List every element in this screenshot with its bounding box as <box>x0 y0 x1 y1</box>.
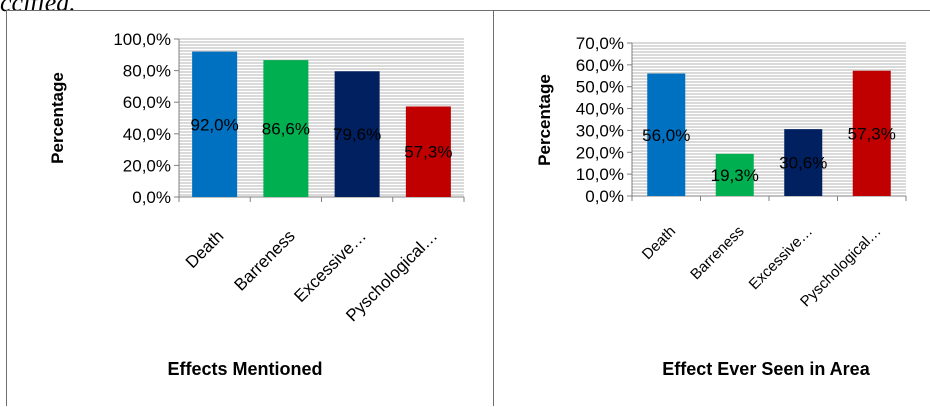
data-label: 92,0% <box>191 115 239 134</box>
x-axis-title: Effects Mentioned <box>167 359 322 379</box>
chart-panel-effects-mentioned: 0,0% 20,0% 40,0% 60,0% 80,0% 100,0% 92,0% Death… <box>6 10 494 406</box>
bar-barreness <box>715 153 754 196</box>
y-tick-label: 60,0% <box>576 56 624 75</box>
y-tick-label: 40,0% <box>123 125 171 144</box>
y-axis-title: Percentage <box>535 74 554 166</box>
y-tick-label: 50,0% <box>576 78 624 97</box>
category-label-death: Death <box>639 223 679 263</box>
category-label-barreness: Barreness <box>230 226 298 294</box>
data-label: 86,6% <box>262 120 310 139</box>
y-tick-label: 10,0% <box>576 165 624 184</box>
y-tick-label: 20,0% <box>576 143 624 162</box>
chart-panel-effect-ever-seen: 0,0% 10,0% 20,0% 30,0% 40,0% 50,0% 60,0% 70,0% 5… <box>494 10 930 406</box>
data-label: 57,3% <box>848 124 896 143</box>
y-tick-label: 60,0% <box>123 93 171 112</box>
y-tick-label: 100,0% <box>113 30 171 49</box>
bar-barreness <box>263 60 309 198</box>
y-tick-label: 20,0% <box>123 156 171 175</box>
bar-death <box>647 73 686 196</box>
y-tick-label: 30,0% <box>576 121 624 140</box>
y-tick-label: 70,0% <box>576 34 624 53</box>
category-label-barreness: Barreness <box>687 223 747 283</box>
y-tick-label: 80,0% <box>123 62 171 81</box>
effect-ever-seen-chart: 0,0% 10,0% 20,0% 30,0% 40,0% 50,0% 60,0% 70,0% 5… <box>535 34 907 379</box>
data-label: 79,6% <box>333 125 381 144</box>
y-axis-title: Percentage <box>48 72 67 164</box>
data-label: 30,6% <box>779 154 827 173</box>
bar-excessive <box>784 129 823 196</box>
data-label: 56,0% <box>642 126 690 145</box>
x-axis-title: Effect Ever Seen in Area <box>662 359 870 379</box>
y-tick-label: 0,0% <box>132 188 171 207</box>
category-label-excessive: Excessive… <box>290 226 370 306</box>
category-label-excessive: Excessive… <box>746 223 816 293</box>
bar-pyschological <box>405 106 451 197</box>
effects-mentioned-chart: 0,0% 20,0% 40,0% 60,0% 80,0% 100,0% 92,0% Death… <box>48 30 465 379</box>
bar-pyschological <box>852 70 891 196</box>
bar-excessive <box>334 71 380 197</box>
category-label-death: Death <box>182 226 228 272</box>
data-label: 19,3% <box>711 166 759 185</box>
y-tick-label: 40,0% <box>576 100 624 119</box>
data-label: 57,3% <box>404 143 452 162</box>
bar-death <box>192 51 238 197</box>
y-tick-label: 0,0% <box>585 187 624 206</box>
